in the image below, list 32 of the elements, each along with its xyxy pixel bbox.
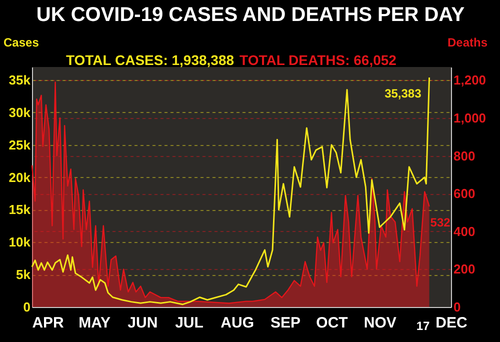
x-tick-label: APR xyxy=(32,314,64,332)
x-tick-label: MAY xyxy=(78,314,111,332)
x-tick-label: AUG xyxy=(220,314,254,332)
y-tick-label: 15k xyxy=(8,202,32,218)
y-tick-label: 30k xyxy=(8,104,32,120)
y2-tick-label: 200 xyxy=(454,262,476,277)
x-tick-label: DEC xyxy=(436,314,468,332)
chart-title: UK COVID-19 CASES AND DEATHS PER DAY xyxy=(36,4,466,26)
y2-tick-label: 1,000 xyxy=(454,110,486,126)
y-tick-label: 5k xyxy=(16,267,32,282)
y2-axis-title: Deaths xyxy=(447,36,488,50)
y-tick-label: 20k xyxy=(8,170,32,185)
y-tick-label: 0 xyxy=(23,300,30,314)
y2-tick-label: 1,200 xyxy=(454,72,486,88)
y2-tick-label: 600 xyxy=(454,186,476,202)
y-tick-label: 10k xyxy=(8,234,32,250)
y2-tick-label: 800 xyxy=(454,148,476,164)
data-label: 532 xyxy=(430,215,451,230)
x-tick-label: NOV xyxy=(364,314,396,332)
y-axis-title: Cases xyxy=(4,36,40,50)
x-tick-label: JUN xyxy=(128,314,158,332)
y-tick-label: 25k xyxy=(8,137,32,152)
text: 17 xyxy=(416,319,430,333)
y2-tick-label: 400 xyxy=(454,224,476,239)
x-tick-label: OCT xyxy=(316,314,348,332)
x-tick-label: SEP xyxy=(270,314,300,332)
x-tick-label: JUL xyxy=(175,314,204,332)
y2-tick-label: 0 xyxy=(454,300,461,314)
annotation: TOTAL CASES: 1,938,388 xyxy=(66,52,234,68)
data-label: 35,383 xyxy=(384,86,422,100)
y-tick-label: 35k xyxy=(8,72,32,88)
annotation: TOTAL DEATHS: 66,052 xyxy=(240,52,397,68)
